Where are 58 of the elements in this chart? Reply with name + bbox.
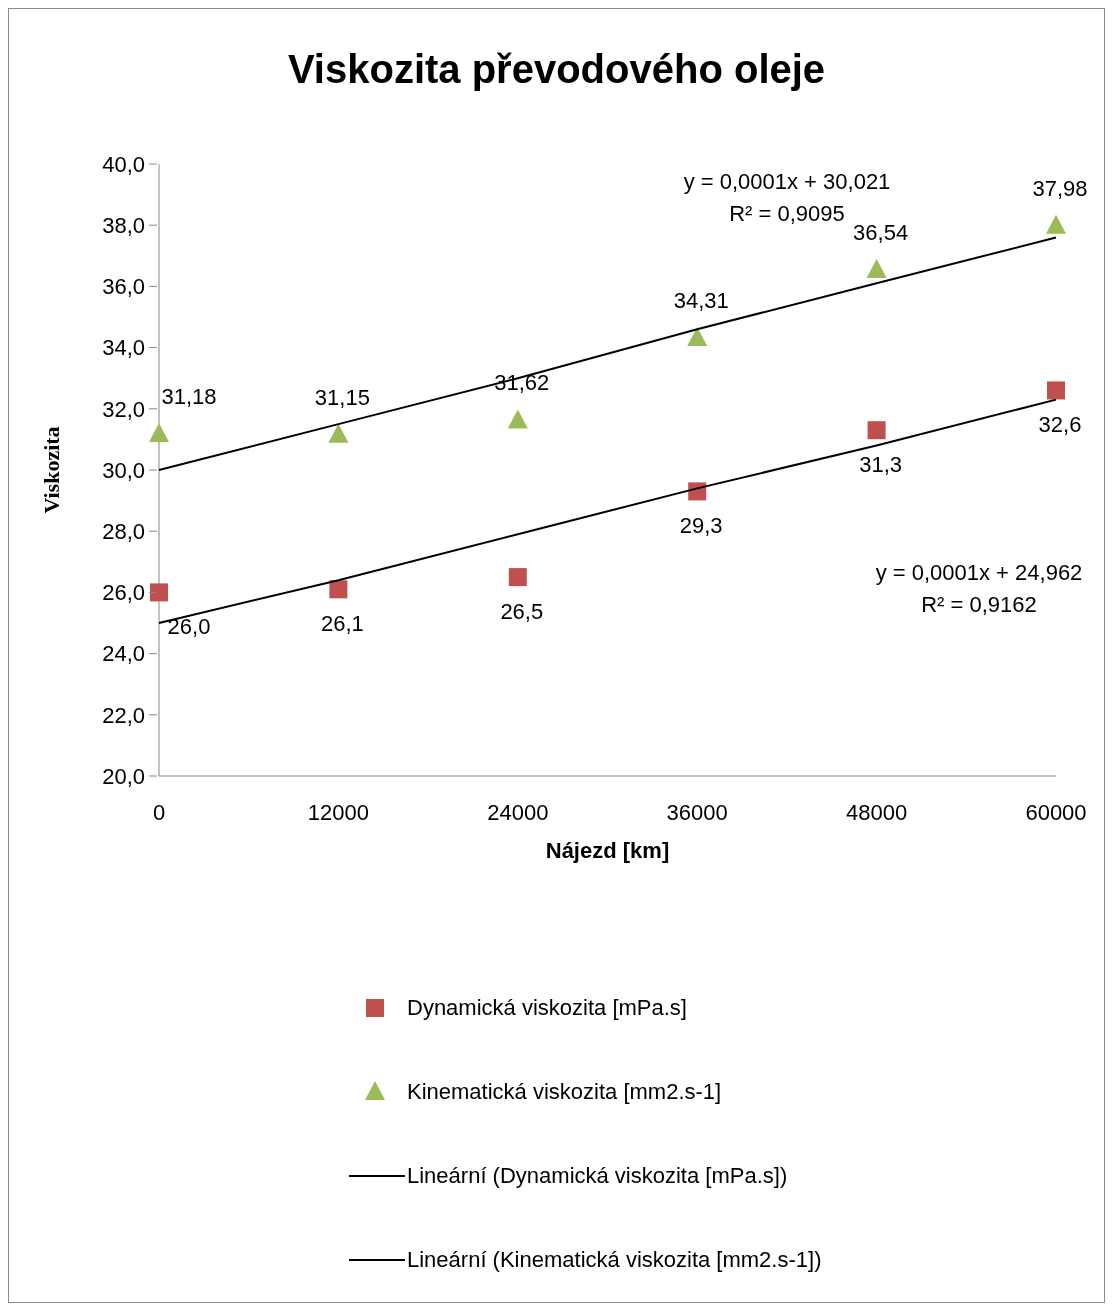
point: [329, 580, 348, 599]
legend-label: Dynamická viskozita [mPa.s]: [407, 995, 687, 1021]
point: [508, 568, 527, 587]
tick-mark: 28,0: [102, 518, 158, 544]
data-label: 29,3: [679, 513, 723, 539]
data-label: 26,5: [500, 599, 544, 625]
chart-title: Viskozita převodového oleje: [286, 46, 827, 93]
y-tick-label: 20,0: [102, 763, 145, 789]
data-label: 26,1: [320, 611, 364, 637]
x-tick-label: 48000: [846, 799, 908, 825]
data-label: 31,3: [859, 452, 903, 478]
x-tick-label: 12000: [307, 799, 369, 825]
point: [328, 423, 349, 443]
y-tick-label: 30,0: [102, 457, 145, 483]
point: [149, 422, 169, 442]
x-tick-label: 24000: [487, 799, 549, 825]
legend-label: Kinematická viskozita [mm2.s-1]: [407, 1079, 722, 1105]
tick-mark: 24,0: [102, 641, 158, 667]
y-axis-title: Viskozita: [38, 426, 64, 514]
x-tick-label: 36000: [666, 799, 728, 825]
data-label: 31,62: [494, 370, 550, 396]
y-tick-label: 38,0: [102, 212, 145, 238]
annotation: y = 0,0001x + 24,962 R² = 0,9162: [875, 559, 1083, 619]
tick-mark: 40,0: [102, 151, 158, 177]
tick-mark: 26,0: [102, 580, 158, 606]
legend-label: Lineární (Kinematická viskozita [mm2.s-1]): [407, 1247, 822, 1273]
y-tick-label: 22,0: [102, 702, 145, 728]
x-tick-label: 0: [152, 799, 166, 825]
data-label: 37,98: [1032, 175, 1088, 201]
x-tick-label: 60000: [1025, 799, 1087, 825]
y-tick-label: 36,0: [102, 274, 145, 300]
tick-mark: 34,0: [102, 335, 158, 361]
y-tick-label: 32,0: [102, 396, 145, 422]
tick-mark: 32,0: [102, 396, 158, 422]
tick-mark: 20,0: [102, 763, 158, 789]
tick-mark: 38,0: [102, 212, 158, 238]
x-axis-title: Nájezd [km]: [545, 838, 670, 863]
y-tick-label: 24,0: [102, 641, 145, 667]
point: [507, 409, 528, 429]
point: [866, 258, 887, 278]
y-tick-label: 34,0: [102, 335, 145, 361]
point: [1047, 381, 1065, 400]
data-label: 26,0: [167, 614, 211, 640]
point: [150, 583, 168, 602]
tick-mark: 22,0: [102, 702, 158, 728]
point: [687, 327, 708, 347]
point: [1046, 214, 1066, 234]
y-tick-label: 40,0: [102, 151, 145, 177]
y-tick-label: 26,0: [102, 580, 145, 606]
data-label: 31,15: [314, 384, 370, 410]
point: [867, 421, 886, 440]
data-label: 32,6: [1038, 412, 1082, 438]
data-label: 34,31: [673, 288, 729, 314]
legend-label: Lineární (Dynamická viskozita [mPa.s]): [407, 1163, 788, 1189]
data-label: 31,18: [161, 383, 217, 409]
tick-mark: 36,0: [102, 274, 158, 300]
tick-mark: 30,0: [102, 457, 158, 483]
y-tick-label: 28,0: [102, 518, 145, 544]
